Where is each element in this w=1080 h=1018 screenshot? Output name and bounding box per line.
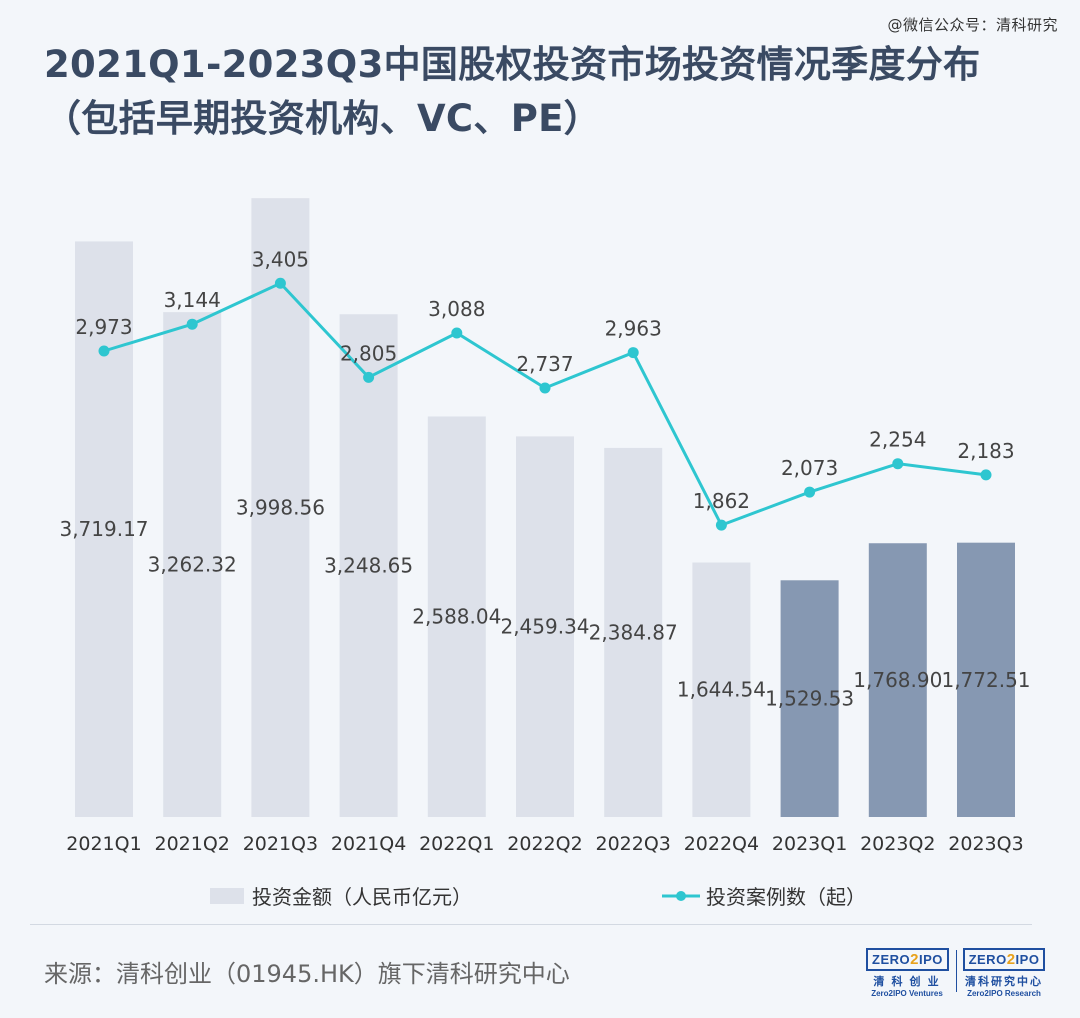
x-tick-label: 2021Q1 [66,833,141,855]
line-data-label: 2,254 [869,428,926,452]
bar [427,416,486,817]
footer-divider [30,924,1032,925]
line-point [186,318,198,330]
bar-data-label: 3,719.17 [59,517,148,541]
line-data-label: 2,073 [781,456,838,480]
line-point [451,327,463,339]
line-data-label: 2,805 [340,341,397,365]
bar-data-label: 2,459.34 [500,615,589,639]
logo-box: ZERO2IPO [962,948,1046,971]
legend-swatch-marker [676,891,686,901]
line-point [539,382,551,394]
x-tick-label: 2022Q4 [684,833,759,855]
line-point [98,345,110,357]
bar [251,198,310,817]
logo-zero2ipo-ventures: ZERO2IPO 清 科 创 业 Zero2IPO Ventures [866,948,949,998]
x-axis-tick-labels: 2021Q1 2021Q2 2021Q3 2021Q4 2022Q1 2022Q2 2022… [66,833,1023,855]
bar-data-labels: 3,719.173,262.32 3,998.56 3,248.65 2,588.04… [59,496,1030,711]
x-tick-label: 2022Q2 [507,833,582,855]
line-data-label: 2,973 [75,315,132,339]
line-data-label: 3,405 [252,247,309,271]
legend: 投资金额（人民币亿元） 投资案例数（起） [210,885,866,909]
bar-series [75,198,1015,817]
x-tick-label: 2021Q3 [243,833,318,855]
line-point [980,469,992,481]
bar [75,241,133,817]
x-tick-label: 2023Q3 [948,833,1023,855]
x-tick-label: 2022Q1 [419,833,494,855]
legend-label-line: 投资案例数（起） [706,885,866,909]
bar [957,542,1015,817]
line-data-label: 2,183 [957,439,1014,463]
line-data-label: 2,963 [605,317,662,341]
bar-data-label: 2,384.87 [589,620,678,644]
bar [516,436,574,817]
logo-cn-text: 清 科 创 业 [873,976,941,988]
watermark: @微信公众号：清科研究 [887,16,1058,34]
logo-box: ZERO2IPO [866,948,949,971]
x-tick-label: 2023Q2 [860,833,935,855]
line-point [715,519,727,531]
bar-data-label: 1,529.53 [765,687,854,711]
bar [780,580,839,817]
legend-swatch-bar [210,888,244,904]
x-tick-label: 2021Q4 [331,833,406,855]
line-data-label: 1,862 [693,489,750,513]
title-line-2: （包括早期投资机构、VC、PE） [44,97,601,140]
bar [868,543,927,817]
bar-data-label: 2,588.04 [412,605,501,629]
line-data-labels: 2,973 3,144 3,405 2,805 3,088 2,737 2,963 1,862… [75,247,1014,513]
line-data-label: 3,088 [428,297,485,321]
line-data-label: 2,737 [516,352,573,376]
logo-en-text: Zero2IPO Research [967,989,1041,998]
chart-title: 2021Q1-2023Q3中国股权投资市场投资情况季度分布 （包括早期投资机构、… [44,38,1044,146]
bar [692,562,751,817]
bar-data-label: 1,772.51 [941,668,1030,692]
logo-separator [956,950,957,992]
title-line-1: 2021Q1-2023Q3中国股权投资市场投资情况季度分布 [44,43,981,86]
bar [339,314,398,817]
logo-cn-text: 清科研究中心 [965,976,1043,988]
x-tick-label: 2021Q2 [154,833,229,855]
bar-data-label: 3,262.32 [148,553,237,577]
bar-data-label: 1,644.54 [677,678,766,702]
line-series [98,277,992,531]
bar [604,447,663,817]
legend-label-bar: 投资金额（人民币亿元） [252,885,472,909]
bar-data-label: 3,998.56 [236,496,325,520]
bar-data-label: 3,248.65 [324,554,413,578]
logo-zero2ipo-research: ZERO2IPO 清科研究中心 Zero2IPO Research [962,948,1046,998]
line-point [627,347,639,359]
x-tick-label: 2023Q1 [772,833,847,855]
line-point [892,458,904,470]
line-data-label: 3,144 [164,288,221,312]
x-tick-label: 2022Q3 [595,833,670,855]
chart: 3,719.173,262.32 3,998.56 3,248.65 2,588.04… [59,198,1031,909]
source-note: 来源：清科创业（01945.HK）旗下清科研究中心 [44,960,570,988]
line-point [274,277,286,289]
logo-en-text: Zero2IPO Ventures [871,989,943,998]
line-point [804,486,816,498]
line-point [363,371,375,383]
bar [163,312,222,817]
bar-data-label: 1,768.90 [853,668,942,692]
